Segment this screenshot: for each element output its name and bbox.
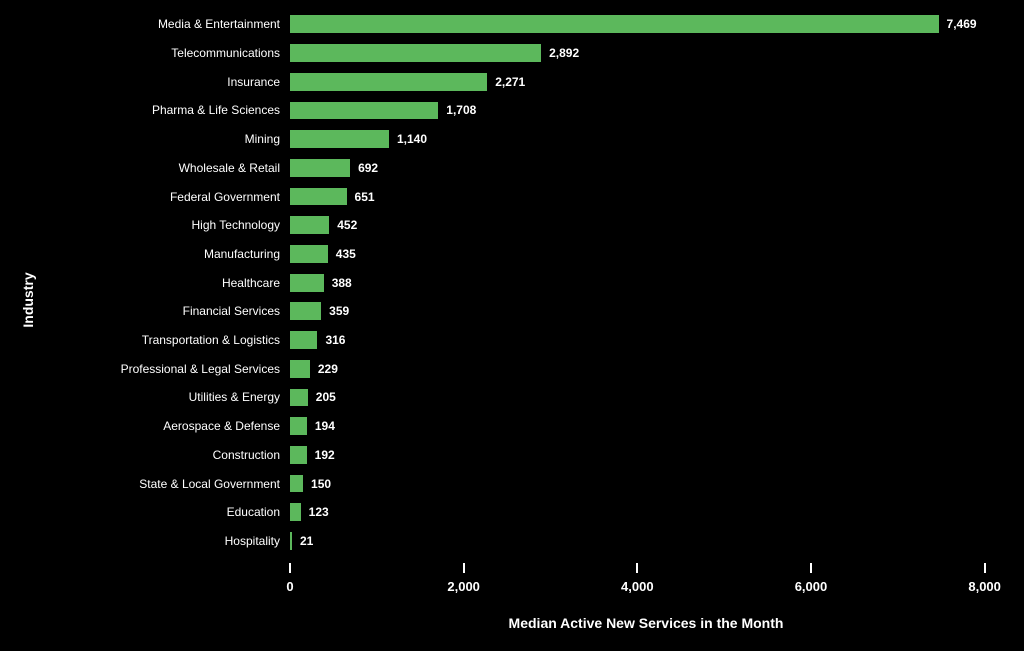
category-label: Hospitality bbox=[20, 534, 280, 548]
value-label: 435 bbox=[336, 247, 356, 261]
x-tick-label: 0 bbox=[286, 579, 293, 594]
bar bbox=[290, 245, 328, 263]
x-tick-mark bbox=[810, 563, 812, 573]
category-label: Aerospace & Defense bbox=[20, 419, 280, 433]
bar bbox=[290, 130, 389, 148]
value-label: 1,708 bbox=[446, 103, 476, 117]
chart-row: Transportation & Logistics316 bbox=[290, 326, 1002, 355]
value-label: 316 bbox=[325, 333, 345, 347]
value-label: 2,271 bbox=[495, 75, 525, 89]
value-label: 7,469 bbox=[947, 17, 977, 31]
value-label: 2,892 bbox=[549, 46, 579, 60]
bar bbox=[290, 389, 308, 407]
value-label: 194 bbox=[315, 419, 335, 433]
chart-row: Healthcare388 bbox=[290, 268, 1002, 297]
x-tick-label: 2,000 bbox=[447, 579, 480, 594]
chart-row: Construction192 bbox=[290, 441, 1002, 470]
chart-row: Telecommunications2,892 bbox=[290, 39, 1002, 68]
x-tick-mark bbox=[289, 563, 291, 573]
value-label: 229 bbox=[318, 362, 338, 376]
value-label: 1,140 bbox=[397, 132, 427, 146]
bar bbox=[290, 503, 301, 521]
category-label: High Technology bbox=[20, 218, 280, 232]
bar bbox=[290, 360, 310, 378]
category-label: Healthcare bbox=[20, 276, 280, 290]
category-label: Mining bbox=[20, 132, 280, 146]
chart-stage: Industry Media & Entertainment7,469Telec… bbox=[0, 0, 1024, 651]
chart-row: Mining1,140 bbox=[290, 125, 1002, 154]
value-label: 123 bbox=[309, 505, 329, 519]
category-label: Education bbox=[20, 505, 280, 519]
category-label: Financial Services bbox=[20, 304, 280, 318]
x-tick-mark bbox=[463, 563, 465, 573]
bar bbox=[290, 159, 350, 177]
x-axis-title: Median Active New Services in the Month bbox=[509, 615, 784, 631]
chart-row: Education123 bbox=[290, 498, 1002, 527]
category-label: Utilities & Energy bbox=[20, 390, 280, 404]
category-label: Transportation & Logistics bbox=[20, 333, 280, 347]
chart-row: Aerospace & Defense194 bbox=[290, 412, 1002, 441]
value-label: 150 bbox=[311, 477, 331, 491]
bar bbox=[290, 102, 438, 120]
value-label: 359 bbox=[329, 304, 349, 318]
bar bbox=[290, 15, 939, 33]
value-label: 205 bbox=[316, 390, 336, 404]
bar bbox=[290, 475, 303, 493]
chart-row: Hospitality21 bbox=[290, 527, 1002, 556]
category-label: Media & Entertainment bbox=[20, 17, 280, 31]
x-tick-mark bbox=[984, 563, 986, 573]
category-label: Insurance bbox=[20, 75, 280, 89]
chart-row: Professional & Legal Services229 bbox=[290, 354, 1002, 383]
bar bbox=[290, 446, 307, 464]
x-tick-mark bbox=[636, 563, 638, 573]
category-label: Professional & Legal Services bbox=[20, 362, 280, 376]
value-label: 452 bbox=[337, 218, 357, 232]
value-label: 651 bbox=[355, 190, 375, 204]
bar bbox=[290, 274, 324, 292]
bar bbox=[290, 188, 347, 206]
x-tick-label: 8,000 bbox=[968, 579, 1001, 594]
value-label: 192 bbox=[315, 448, 335, 462]
category-label: State & Local Government bbox=[20, 477, 280, 491]
bar bbox=[290, 532, 292, 550]
chart-row: Media & Entertainment7,469 bbox=[290, 10, 1002, 39]
chart-row: Insurance2,271 bbox=[290, 67, 1002, 96]
chart-row: State & Local Government150 bbox=[290, 469, 1002, 498]
bar bbox=[290, 44, 541, 62]
value-label: 21 bbox=[300, 534, 313, 548]
value-label: 388 bbox=[332, 276, 352, 290]
chart-row: High Technology452 bbox=[290, 211, 1002, 240]
x-tick-label: 6,000 bbox=[795, 579, 828, 594]
category-label: Wholesale & Retail bbox=[20, 161, 280, 175]
category-label: Federal Government bbox=[20, 190, 280, 204]
x-tick-label: 4,000 bbox=[621, 579, 654, 594]
bar bbox=[290, 331, 317, 349]
bar bbox=[290, 417, 307, 435]
chart-row: Federal Government651 bbox=[290, 182, 1002, 211]
chart-row: Pharma & Life Sciences1,708 bbox=[290, 96, 1002, 125]
chart-row: Wholesale & Retail692 bbox=[290, 154, 1002, 183]
chart-row: Financial Services359 bbox=[290, 297, 1002, 326]
bar bbox=[290, 216, 329, 234]
category-label: Construction bbox=[20, 448, 280, 462]
bar bbox=[290, 73, 487, 91]
plot-area: Media & Entertainment7,469Telecommunicat… bbox=[290, 10, 1002, 595]
bar bbox=[290, 302, 321, 320]
value-label: 692 bbox=[358, 161, 378, 175]
chart-row: Manufacturing435 bbox=[290, 240, 1002, 269]
category-label: Pharma & Life Sciences bbox=[20, 103, 280, 117]
category-label: Telecommunications bbox=[20, 46, 280, 60]
chart-row: Utilities & Energy205 bbox=[290, 383, 1002, 412]
category-label: Manufacturing bbox=[20, 247, 280, 261]
